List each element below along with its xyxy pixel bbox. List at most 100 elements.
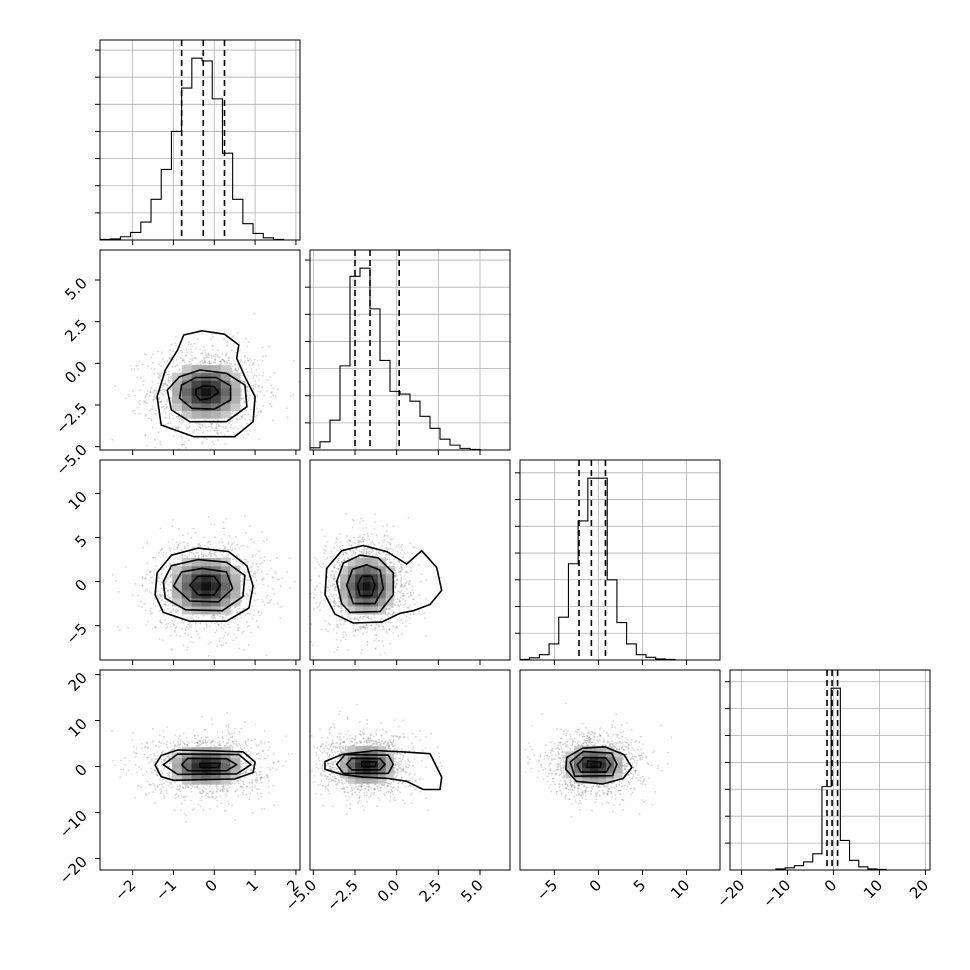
scatter-point	[408, 596, 410, 598]
scatter-point	[177, 448, 180, 450]
scatter-point	[251, 605, 254, 608]
scatter-point	[397, 634, 400, 637]
scatter-point	[250, 538, 253, 541]
scatter-point	[252, 362, 255, 364]
scatter-point	[244, 595, 247, 597]
scatter-point	[245, 743, 247, 746]
scatter-point	[190, 626, 193, 629]
scatter-point	[205, 453, 207, 455]
scatter-point	[174, 797, 176, 800]
scatter-point	[194, 734, 196, 737]
scatter-point	[204, 349, 207, 352]
scatter-point	[351, 554, 353, 557]
scatter-point	[226, 712, 228, 714]
scatter-point	[241, 380, 244, 383]
scatter-point	[267, 602, 270, 604]
scatter-point	[257, 610, 260, 613]
scatter-point	[326, 556, 329, 559]
scatter-point	[400, 567, 403, 570]
scatter-point	[389, 642, 392, 645]
scatter-point	[138, 360, 141, 363]
scatter-point	[253, 388, 255, 391]
scatter-point	[253, 374, 256, 377]
scatter-point	[342, 634, 345, 636]
scatter-point	[190, 362, 193, 365]
scatter-point	[261, 386, 264, 389]
scatter-point	[183, 443, 186, 446]
scatter-point	[189, 363, 191, 366]
density-cell	[355, 581, 364, 591]
scatter-point	[145, 573, 148, 575]
scatter-point	[208, 739, 211, 742]
scatter-point	[265, 596, 267, 599]
scatter-point	[342, 631, 345, 634]
scatter-point	[226, 361, 229, 364]
scatter-point	[425, 579, 428, 582]
scatter-point	[271, 576, 274, 579]
scatter-point	[390, 606, 393, 608]
scatter-point	[340, 613, 343, 616]
scatter-point	[161, 351, 164, 354]
scatter-point	[365, 548, 368, 550]
scatter-point	[313, 608, 315, 611]
density-cell	[230, 581, 241, 591]
scatter-point	[401, 543, 404, 546]
density-cell	[220, 410, 231, 419]
scatter-point	[417, 564, 420, 567]
scatter-point	[399, 603, 402, 605]
scatter-point	[263, 560, 265, 562]
scatter-point	[162, 384, 164, 387]
scatter-point	[178, 744, 181, 746]
scatter-point	[180, 802, 183, 805]
scatter-point	[150, 607, 153, 610]
scatter-point	[241, 583, 244, 586]
scatter-point	[403, 594, 406, 597]
scatter-point	[161, 406, 163, 409]
scatter-point	[246, 625, 249, 628]
scatter-point	[202, 345, 205, 348]
scatter-point	[210, 333, 213, 336]
scatter-point	[209, 550, 212, 553]
scatter-point	[177, 416, 180, 419]
scatter-point	[261, 599, 264, 601]
scatter-point	[254, 592, 257, 595]
scatter-point	[190, 343, 192, 345]
scatter-point	[333, 587, 336, 590]
scatter-point	[335, 625, 338, 628]
scatter-point	[394, 604, 397, 607]
scatter-point	[222, 628, 224, 630]
scatter-point	[241, 564, 244, 566]
scatter-point	[250, 565, 253, 568]
scatter-point	[201, 352, 204, 355]
scatter-point	[152, 602, 155, 605]
scatter-point	[169, 783, 172, 785]
frame-2-0	[99, 459, 301, 661]
scatter-point	[395, 584, 397, 587]
scatter-point	[146, 588, 149, 591]
scatter-point	[418, 594, 421, 596]
scatter-point	[168, 381, 170, 384]
scatter-point	[239, 418, 241, 421]
scatter-point	[148, 784, 151, 786]
scatter-point	[323, 599, 325, 602]
scatter-point	[325, 549, 327, 552]
scatter-point	[178, 421, 180, 423]
density-cell	[385, 598, 394, 607]
scatter-point	[246, 371, 249, 373]
scatter-point	[213, 429, 215, 432]
scatter-point	[196, 741, 199, 744]
scatter-point	[411, 552, 414, 555]
scatter-point	[219, 356, 221, 359]
scatter-point	[251, 363, 254, 366]
scatter-point	[296, 579, 298, 581]
scatter-point	[226, 789, 228, 792]
scatter-point	[154, 769, 156, 772]
scatter-point	[163, 394, 165, 396]
scatter-point	[162, 553, 164, 556]
scatter-point	[170, 611, 173, 614]
scatter-point	[202, 790, 205, 793]
scatter-point	[190, 355, 193, 357]
scatter-point	[169, 597, 171, 600]
scatter-point	[257, 364, 260, 366]
scatter-point	[273, 804, 276, 807]
